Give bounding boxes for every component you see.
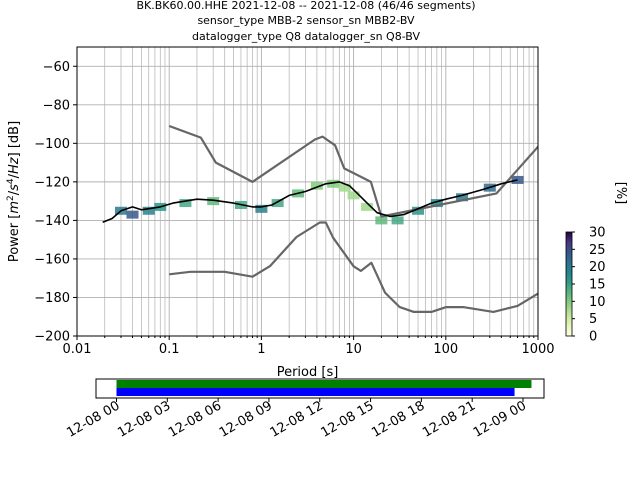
processed-bar <box>116 380 532 388</box>
colorbar-tick-label: 20 <box>589 260 606 275</box>
timeline-tick-label: 12-08 00 <box>64 398 122 440</box>
heatmap-cell <box>126 210 139 219</box>
y-tick-label: −80 <box>43 98 70 113</box>
ppsd-plot: 0.01 0.1 1 10 100 1000 −60 −80 −100 −120 −140 −160 −… <box>6 46 555 380</box>
timeline-tick-label: 12-08 12 <box>268 398 326 440</box>
y-axis-label: Power [m2/s4/Hz] [dB] <box>6 121 22 262</box>
x-axis-label: Period [s] <box>277 365 339 380</box>
x-tick-label: 0.1 <box>159 342 180 357</box>
heatmap-cell <box>361 202 374 211</box>
curves <box>102 124 538 313</box>
colorbar: 0 5 10 15 20 25 30 [%] <box>565 182 628 345</box>
timeline-tick-label: 12-08 09 <box>217 398 275 440</box>
heatmap-cell <box>511 175 524 184</box>
colorbar-label: [%] <box>613 182 628 205</box>
x-tick-label: 0.01 <box>63 342 92 357</box>
chart-title-line2: sensor_type MBB-2 sensor_sn MBB2-BV <box>197 14 415 27</box>
heatmap-cell <box>375 216 388 225</box>
high-noise-model-line <box>168 124 538 218</box>
heatmap-cell <box>271 199 284 208</box>
y-tick-label: −100 <box>34 137 70 152</box>
colorbar-tick-label: 10 <box>589 295 606 310</box>
heatmap-cell <box>391 216 404 225</box>
y-tick-label: −200 <box>34 330 70 345</box>
y-tick-label: −60 <box>43 60 70 75</box>
heatmap-cell <box>327 179 340 188</box>
heatmap-cell <box>207 197 220 206</box>
y-tick-label: −180 <box>34 291 70 306</box>
colorbar-gradient <box>565 231 573 337</box>
heatmap-cell <box>179 199 192 208</box>
x-tick-label: 100 <box>433 342 458 357</box>
chart-title-line1: BK.BK60.00.HHE 2021-12-08 -- 2021-12-08 … <box>136 0 475 12</box>
mode-line <box>102 179 518 224</box>
timeline-tick-label: 12-08 06 <box>166 398 224 440</box>
heatmap-cell <box>255 204 268 213</box>
heatmap-cell <box>456 193 469 202</box>
plot-frame <box>76 46 539 337</box>
timeline-tick-label: 12-08 15 <box>318 398 376 440</box>
x-tick-label: 1 <box>257 342 265 357</box>
colorbar-tick-label: 25 <box>589 243 606 258</box>
colorbar-tick-label: 0 <box>589 330 597 345</box>
x-tick-label: 1000 <box>521 342 554 357</box>
heatmap-cell <box>412 206 425 215</box>
timeline-tick-label: 12-09 00 <box>471 398 529 440</box>
y-tick-label: −160 <box>34 252 70 267</box>
low-noise-model-line <box>169 221 538 313</box>
timeline-tick-label: 12-08 18 <box>369 398 427 440</box>
heatmap-cell <box>430 199 443 208</box>
y-tick-label: −120 <box>34 175 70 190</box>
colorbar-tick-label: 15 <box>589 278 606 293</box>
timeline-tick-label: 12-08 03 <box>115 398 173 440</box>
timeline-tick-label: 12-08 21 <box>420 398 478 440</box>
heatmap-cell <box>338 183 351 192</box>
colorbar-tick-label: 5 <box>589 312 597 327</box>
used-bar <box>116 388 515 396</box>
y-tick-label: −140 <box>34 214 70 229</box>
x-tick-label: 10 <box>345 342 362 357</box>
chart-title-line3: datalogger_type Q8 datalogger_sn Q8-BV <box>192 30 420 43</box>
heatmap-cell <box>310 181 323 190</box>
heatmap-cell <box>347 191 360 200</box>
colorbar-tick-label: 30 <box>589 226 606 241</box>
heatmap-cell <box>142 206 155 215</box>
